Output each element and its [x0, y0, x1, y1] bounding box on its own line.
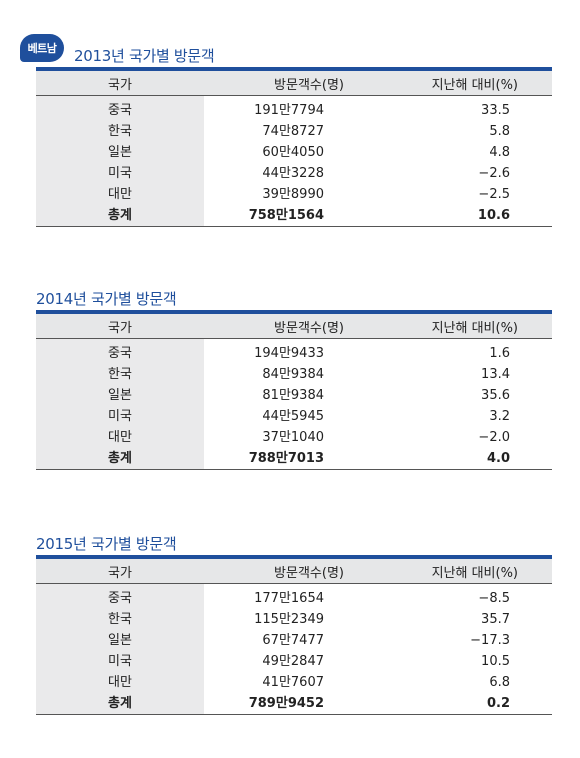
change-cell: 4.0	[486, 451, 510, 466]
visitors-cell: 115만2349	[254, 612, 324, 627]
change-cell: 10.5	[481, 654, 510, 669]
total-row: 총계 758만1564 10.6	[36, 205, 552, 227]
table-title: 2014년 국가별 방문객	[36, 290, 177, 308]
change-cell: 33.5	[481, 103, 510, 118]
visitors-cell: 67만7477	[262, 633, 324, 648]
visitors-cell: 789만9452	[248, 696, 324, 711]
country-cell: 미국	[36, 406, 204, 427]
change-cell: 1.6	[489, 346, 510, 361]
table-row: 미국 44만3228 −2.6	[36, 163, 552, 184]
visitors-cell: 191만7794	[254, 103, 324, 118]
change-cell: 5.8	[489, 124, 510, 139]
change-cell: −8.5	[478, 591, 510, 606]
header-country: 국가	[36, 314, 204, 339]
header-change: 지난해 대비(%)	[364, 71, 552, 96]
table-row: 한국 115만2349 35.7	[36, 609, 552, 630]
country-cell: 한국	[36, 609, 204, 630]
header-change: 지난해 대비(%)	[364, 314, 552, 339]
table-section-2014: 2014년 국가별 방문객 국가 방문객수(명) 지난해 대비(%) 중국 19…	[36, 288, 552, 470]
visitors-cell: 60만4050	[262, 145, 324, 160]
country-cell: 총계	[36, 205, 204, 227]
visitors-cell: 44만5945	[262, 409, 324, 424]
change-cell: 6.8	[489, 675, 510, 690]
change-cell: −2.5	[478, 187, 510, 202]
visitors-table: 국가 방문객수(명) 지난해 대비(%) 중국 191만7794 33.5 한국…	[36, 71, 552, 227]
visitors-cell: 49만2847	[262, 654, 324, 669]
header-change: 지난해 대비(%)	[364, 559, 552, 584]
country-cell: 중국	[36, 583, 204, 609]
table-title: 2013년 국가별 방문객	[74, 47, 215, 65]
table-row: 한국 84만9384 13.4	[36, 364, 552, 385]
change-cell: 10.6	[477, 208, 510, 223]
country-cell: 중국	[36, 338, 204, 364]
header-country: 국가	[36, 559, 204, 584]
change-cell: 4.8	[489, 145, 510, 160]
country-cell: 대만	[36, 672, 204, 693]
table-row: 미국 44만5945 3.2	[36, 406, 552, 427]
change-cell: 35.6	[481, 388, 510, 403]
header-row: 국가 방문객수(명) 지난해 대비(%)	[36, 314, 552, 339]
country-cell: 한국	[36, 364, 204, 385]
table-section-2015: 2015년 국가별 방문객 국가 방문객수(명) 지난해 대비(%) 중국 17…	[36, 533, 552, 715]
title-rule	[36, 310, 552, 314]
header-row: 국가 방문객수(명) 지난해 대비(%)	[36, 559, 552, 584]
table-row: 일본 81만9384 35.6	[36, 385, 552, 406]
header-country: 국가	[36, 71, 204, 96]
table-row: 대만 41만7607 6.8	[36, 672, 552, 693]
table-row: 대만 37만1040 −2.0	[36, 427, 552, 448]
change-cell: −2.6	[478, 166, 510, 181]
header-visitors: 방문객수(명)	[204, 559, 364, 584]
table-row: 대만 39만8990 −2.5	[36, 184, 552, 205]
visitors-cell: 84만9384	[262, 367, 324, 382]
change-cell: −2.0	[478, 430, 510, 445]
visitors-table: 국가 방문객수(명) 지난해 대비(%) 중국 177만1654 −8.5 한국…	[36, 559, 552, 715]
visitors-cell: 74만8727	[262, 124, 324, 139]
change-cell: 3.2	[489, 409, 510, 424]
country-cell: 대만	[36, 427, 204, 448]
header-visitors: 방문객수(명)	[204, 314, 364, 339]
country-cell: 총계	[36, 693, 204, 715]
country-cell: 중국	[36, 95, 204, 121]
change-cell: 35.7	[481, 612, 510, 627]
visitors-cell: 788만7013	[248, 451, 324, 466]
country-cell: 일본	[36, 142, 204, 163]
country-badge: 베트남	[20, 34, 64, 62]
country-cell: 일본	[36, 385, 204, 406]
visitors-cell: 758만1564	[248, 208, 324, 223]
title-rule	[36, 67, 552, 71]
visitors-cell: 177만1654	[254, 591, 324, 606]
table-row: 일본 60만4050 4.8	[36, 142, 552, 163]
table-row: 중국 177만1654 −8.5	[36, 583, 552, 609]
change-cell: 13.4	[481, 367, 510, 382]
total-row: 총계 788만7013 4.0	[36, 448, 552, 470]
table-section-2013: 2013년 국가별 방문객 국가 방문객수(명) 지난해 대비(%) 중국 19…	[36, 45, 552, 227]
country-cell: 미국	[36, 651, 204, 672]
title-rule	[36, 555, 552, 559]
table-title: 2015년 국가별 방문객	[36, 535, 177, 553]
country-cell: 대만	[36, 184, 204, 205]
visitors-table: 국가 방문객수(명) 지난해 대비(%) 중국 194만9433 1.6 한국 …	[36, 314, 552, 470]
country-cell: 총계	[36, 448, 204, 470]
header-visitors: 방문객수(명)	[204, 71, 364, 96]
country-cell: 미국	[36, 163, 204, 184]
table-row: 중국 194만9433 1.6	[36, 338, 552, 364]
visitors-cell: 41만7607	[262, 675, 324, 690]
visitors-cell: 39만8990	[262, 187, 324, 202]
change-cell: −17.3	[470, 633, 510, 648]
table-row: 미국 49만2847 10.5	[36, 651, 552, 672]
header-row: 국가 방문객수(명) 지난해 대비(%)	[36, 71, 552, 96]
visitors-cell: 81만9384	[262, 388, 324, 403]
country-cell: 한국	[36, 121, 204, 142]
country-cell: 일본	[36, 630, 204, 651]
total-row: 총계 789만9452 0.2	[36, 693, 552, 715]
table-row: 일본 67만7477 −17.3	[36, 630, 552, 651]
table-row: 한국 74만8727 5.8	[36, 121, 552, 142]
change-cell: 0.2	[486, 696, 510, 711]
table-row: 중국 191만7794 33.5	[36, 95, 552, 121]
visitors-cell: 37만1040	[262, 430, 324, 445]
visitors-cell: 44만3228	[262, 166, 324, 181]
visitors-cell: 194만9433	[254, 346, 324, 361]
